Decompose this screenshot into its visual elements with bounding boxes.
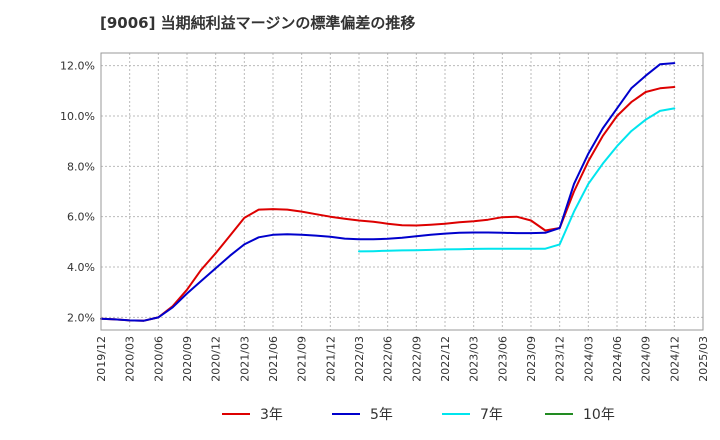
- x-tick-label: 2024/03: [582, 336, 595, 382]
- y-tick-label: 2.0%: [67, 311, 95, 324]
- x-tick-label: 2020/03: [124, 336, 137, 382]
- x-tick-label: 2022/03: [353, 336, 366, 382]
- x-tick-label: 2025/03: [697, 336, 710, 382]
- y-tick-label: 8.0%: [67, 160, 95, 173]
- y-axis-ticks: 2.0% 4.0% 6.0% 8.0% 10.0% 12.0%: [60, 60, 95, 325]
- x-tick-label: 2022/09: [410, 336, 423, 382]
- x-tick-label: 2021/06: [267, 336, 280, 382]
- series-line-0: [100, 86, 676, 322]
- x-tick-label: 2023/09: [525, 336, 538, 382]
- legend-label-2: 7年: [480, 407, 503, 423]
- chart-title: [9006] 当期純利益マージンの標準偏差の推移: [100, 14, 416, 32]
- plot-frame: [100, 52, 704, 331]
- x-tick-label: 2021/12: [324, 336, 337, 382]
- x-tick-label: 2024/09: [640, 336, 653, 382]
- x-tick-label: 2020/06: [152, 336, 165, 382]
- legend-label-1: 5年: [370, 407, 393, 423]
- x-tick-label: 2024/06: [611, 336, 624, 382]
- x-tick-label: 2022/12: [439, 336, 452, 382]
- x-tick-label: 2021/03: [238, 336, 251, 382]
- legend-label-3: 10年: [583, 407, 615, 423]
- x-tick-label: 2023/06: [496, 336, 509, 382]
- series-line-1: [100, 62, 676, 322]
- series-lines: [100, 62, 676, 322]
- y-tick-label: 10.0%: [60, 110, 95, 123]
- x-tick-label: 2020/09: [181, 336, 194, 382]
- y-tick-label: 12.0%: [60, 60, 95, 73]
- grid-lines: [100, 53, 704, 330]
- legend-label-0: 3年: [260, 407, 283, 423]
- x-tick-label: 2020/12: [210, 336, 223, 382]
- legend: 3年 5年 7年 10年: [222, 407, 615, 423]
- y-tick-label: 6.0%: [67, 211, 95, 224]
- x-tick-label: 2021/09: [296, 336, 309, 382]
- x-tick-label: 2023/03: [468, 336, 481, 382]
- x-tick-label: 2024/12: [668, 336, 681, 382]
- series-line-2: [358, 107, 676, 253]
- y-tick-label: 4.0%: [67, 261, 95, 274]
- x-tick-label: 2022/06: [382, 336, 395, 382]
- x-axis-ticks: 2019/12 2020/03 2020/06 2020/09 2020/12 2021/…: [95, 336, 710, 382]
- x-tick-label: 2023/12: [554, 336, 567, 382]
- x-tick-label: 2019/12: [95, 336, 108, 382]
